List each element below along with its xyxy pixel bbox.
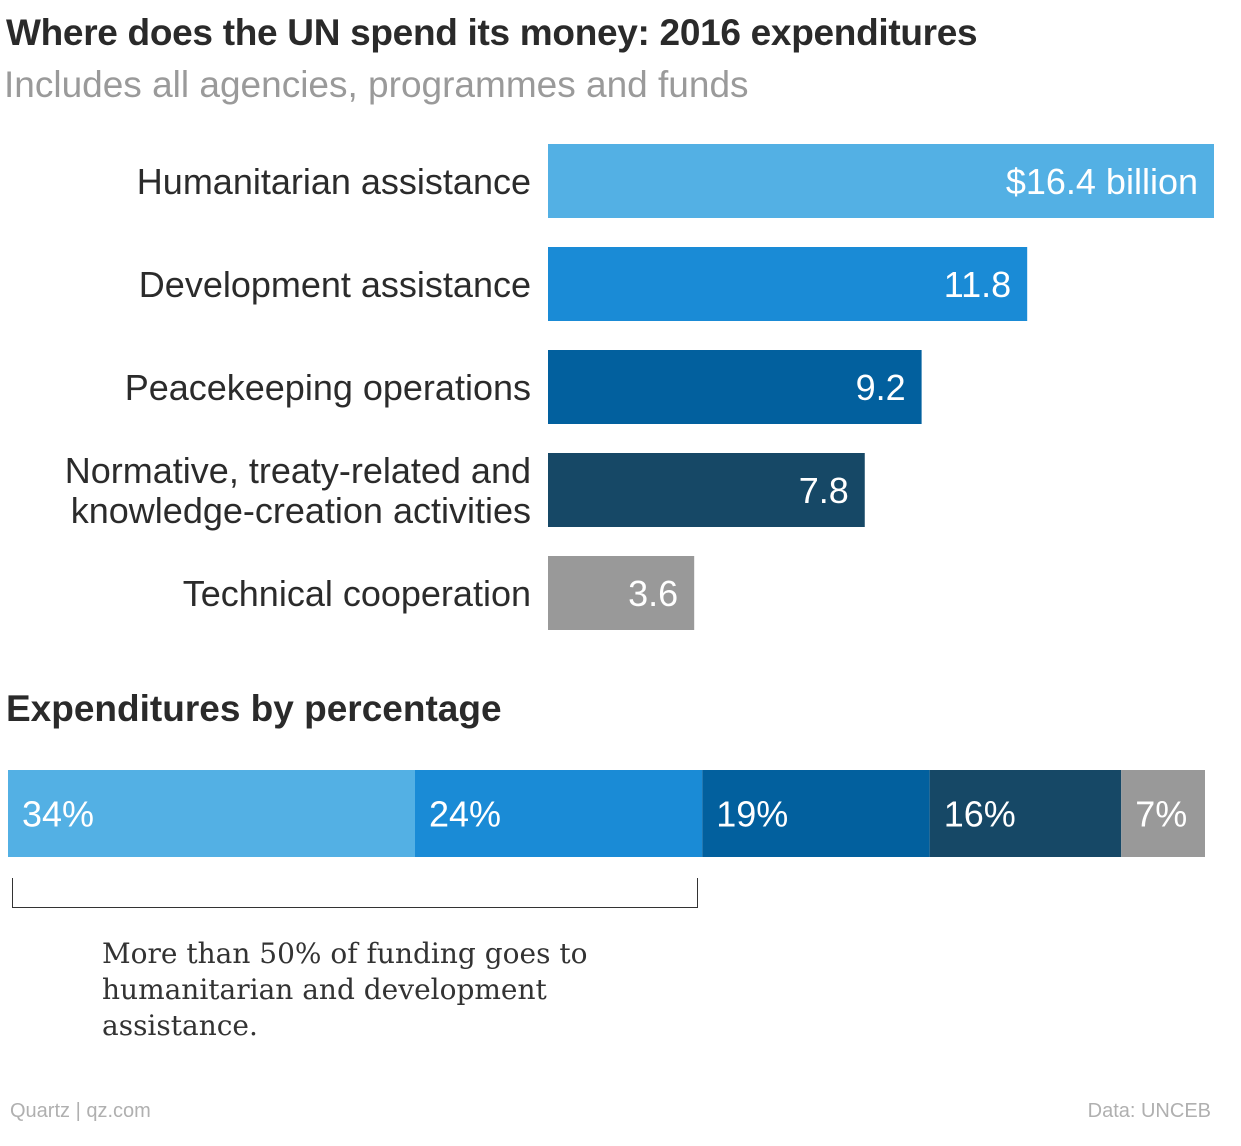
segment-2: [702, 770, 930, 857]
segment-0: [8, 770, 415, 857]
segment-4: [1121, 770, 1205, 857]
bar-4: [548, 556, 695, 630]
bar-value-label-4: 3.6: [628, 573, 678, 614]
bar-3: [548, 453, 865, 527]
segment-label-0: 34%: [22, 794, 94, 835]
bracket-marker: [12, 878, 698, 908]
expenditure-bar-chart: $16.4 billion Humanitarian assistance 11.8…: [65, 144, 1214, 630]
category-label-0: Humanitarian assistance: [137, 161, 531, 202]
segment-3: [929, 770, 1122, 857]
bar-0: [548, 144, 1214, 218]
bar-value-label-2: 9.2: [856, 367, 906, 408]
bar-1: [548, 247, 1028, 321]
segment-1: [414, 770, 703, 857]
source-text: Data: UNCEB: [1087, 1100, 1211, 1122]
segment-label-3: 16%: [944, 794, 1016, 835]
category-label-1: Development assistance: [139, 264, 531, 305]
segment-label-4: 7%: [1135, 794, 1187, 835]
category-label-3: Normative, treaty-related and knowledge-c…: [65, 450, 531, 531]
category-label-2: Peacekeeping operations: [125, 367, 531, 408]
credit-text: Quartz | qz.com: [10, 1100, 151, 1122]
segment-label-1: 24%: [429, 794, 501, 835]
bar-value-label-3: 7.8: [799, 470, 849, 511]
percentage-stacked-bar: 34% 24% 19% 16% 7%: [8, 770, 1205, 857]
category-label-4: Technical cooperation: [183, 573, 531, 614]
percentage-section-title: Expenditures by percentage: [6, 688, 502, 729]
segment-label-2: 19%: [716, 794, 788, 835]
bar-value-label-0: $16.4 billion: [1006, 161, 1198, 202]
bar-2: [548, 350, 922, 424]
annotation-text: More than 50% of funding goes to humanit…: [102, 937, 588, 1042]
chart-title: Where does the UN spend its money: 2016 …: [6, 12, 978, 53]
bar-value-label-1: 11.8: [944, 264, 1011, 305]
chart-subtitle: Includes all agencies, programmes and fu…: [4, 64, 749, 105]
